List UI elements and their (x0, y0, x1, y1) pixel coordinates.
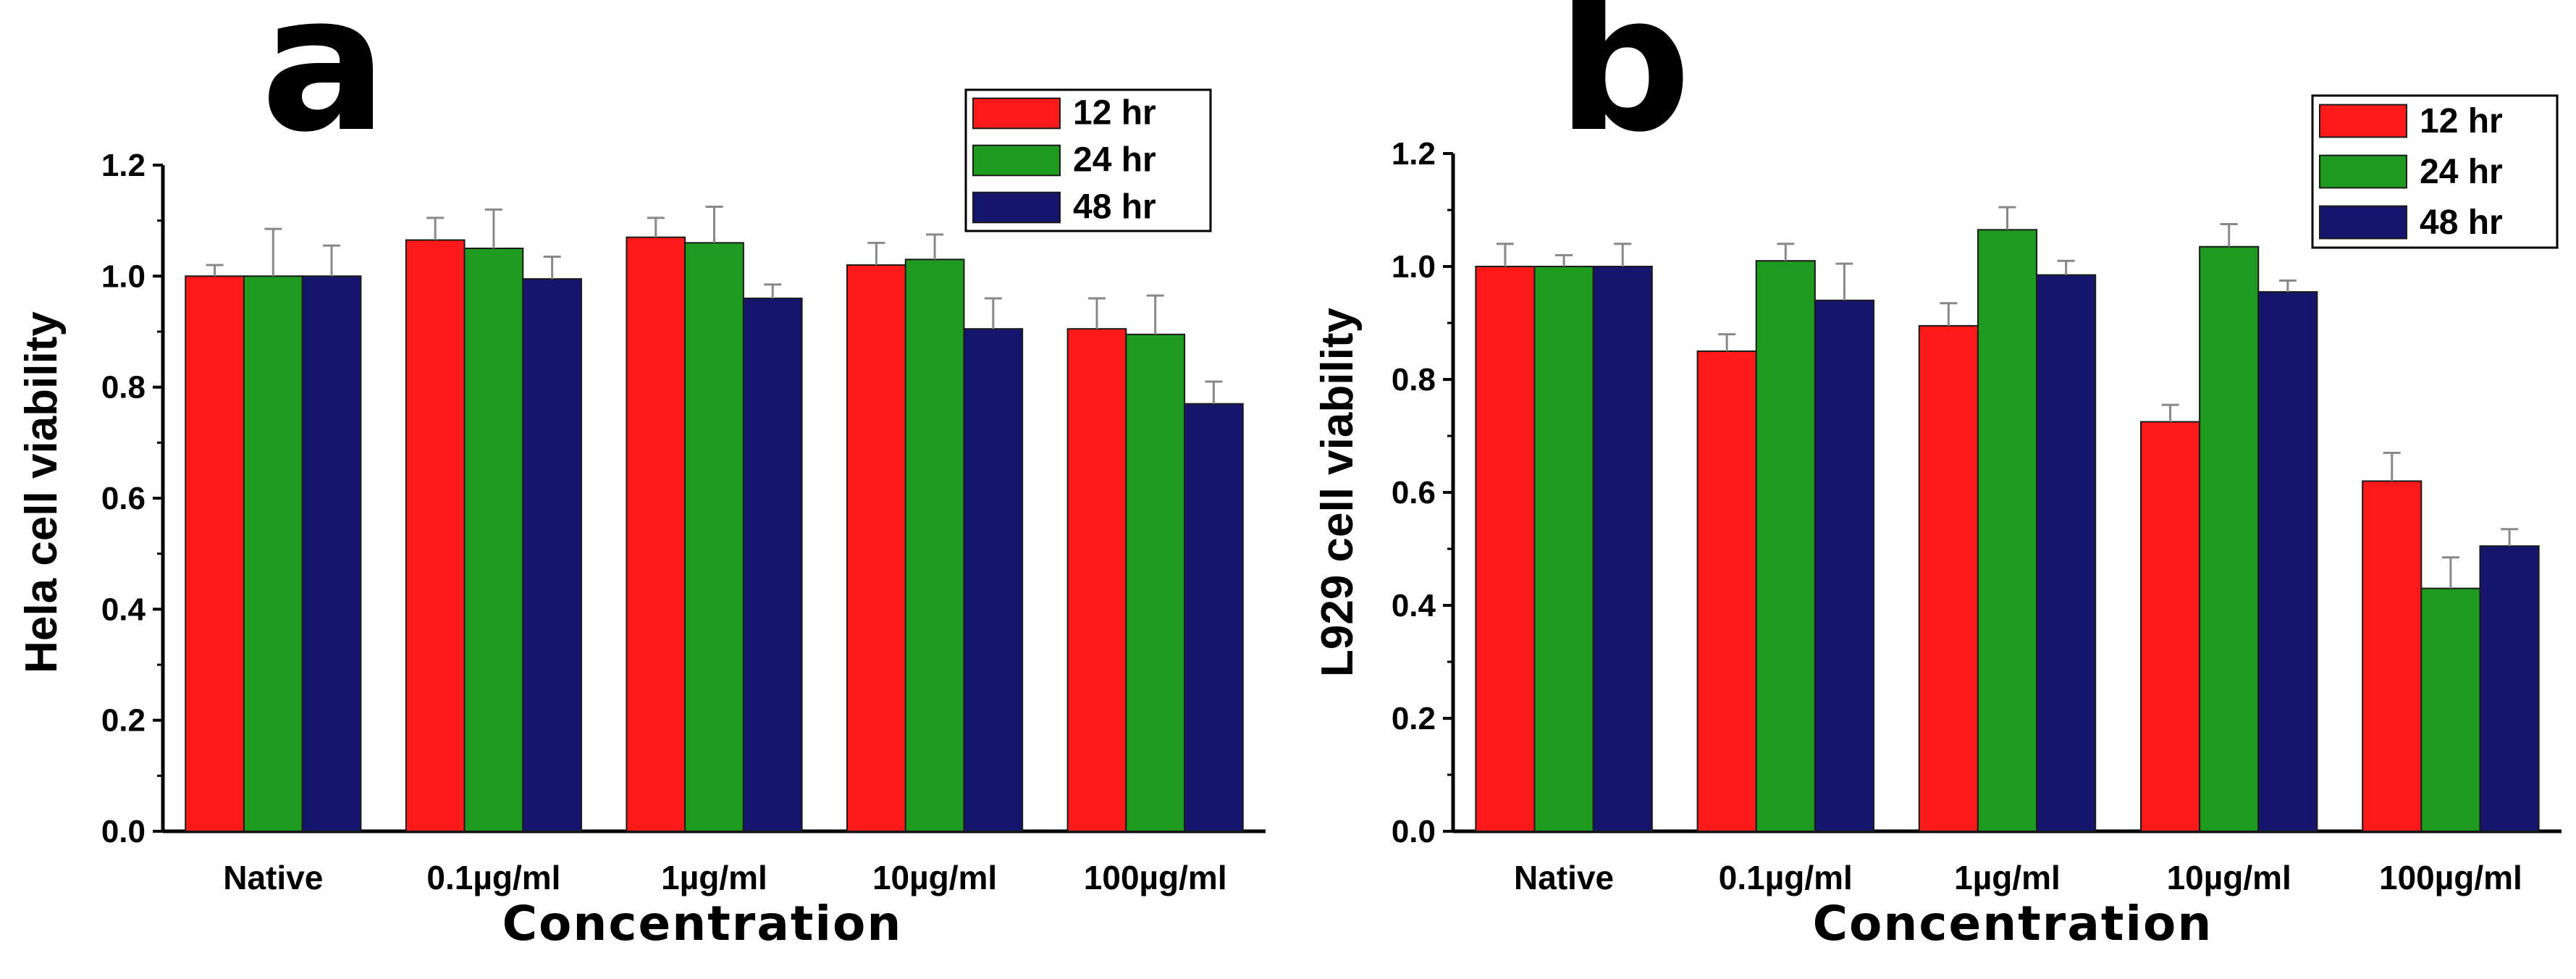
bar (846, 264, 906, 832)
legend-label: 24 hr (1073, 140, 1156, 179)
x-tick-label: 10µg/ml (872, 859, 997, 896)
y-tick-label: 1.0 (1392, 249, 1436, 285)
bar (1184, 403, 1244, 832)
bar (1592, 266, 1653, 832)
legend-b: 12 hr 24 hr 48 hr (2311, 94, 2559, 249)
x-tick-label: 100µg/ml (2379, 859, 2522, 896)
y-tick-label: 0.4 (101, 592, 146, 627)
bar (684, 242, 744, 833)
y-tick-label: 0.0 (101, 814, 146, 849)
y-axis-title-b: L929 cell viability (1313, 307, 1363, 677)
legend-label: 12 hr (2420, 102, 2503, 140)
x-tick-label: 100µg/ml (1084, 859, 1227, 896)
x-tick-label: Native (1514, 859, 1614, 896)
x-tick-label: 1µg/ml (1954, 859, 2061, 896)
x-axis-title-a: Concentration (502, 896, 903, 951)
bar (1977, 229, 2038, 832)
y-tick-label: 0.0 (1392, 814, 1436, 849)
panel-letter-a: a (261, 0, 387, 174)
bar (904, 259, 965, 833)
bar (1814, 299, 1875, 832)
legend-swatch (972, 144, 1061, 177)
y-tick-label: 0.6 (1392, 475, 1436, 510)
legend-swatch (2319, 104, 2407, 138)
panel-b: b L929 cell viability Concentration 0.00… (1313, 0, 2562, 951)
legend-swatch (2319, 205, 2407, 240)
legend-label: 12 hr (1073, 93, 1156, 132)
bar (1125, 333, 1186, 833)
bar (2479, 545, 2540, 832)
x-tick-label: Native (223, 859, 323, 896)
bar (2362, 480, 2423, 833)
x-tick-label: 0.1µg/ml (426, 859, 560, 896)
x-tick-label: 0.1µg/ml (1719, 859, 1853, 896)
bar (522, 278, 582, 832)
y-tick-label: 0.4 (1392, 588, 1436, 623)
bar (2139, 421, 2201, 832)
x-tick-label: 10µg/ml (2167, 859, 2291, 896)
y-tick-label: 0.8 (101, 370, 146, 406)
bar (1755, 260, 1816, 832)
legend-label: 48 hr (2420, 203, 2503, 242)
bar (463, 248, 524, 832)
legend-label: 48 hr (1073, 188, 1156, 226)
bar (2199, 245, 2260, 832)
bar (1066, 328, 1127, 832)
plot-area-a: 0.0 0.2 0.4 0.6 0.8 1.0 1.2 Native 0.1µg/ml 1µg/m… (101, 148, 1266, 896)
bar (301, 275, 362, 833)
bar (2036, 274, 2097, 832)
bar (2257, 291, 2318, 833)
y-tick-label: 0.6 (101, 481, 146, 516)
legend-swatch (2319, 154, 2407, 189)
y-tick-label: 0.2 (1392, 701, 1436, 736)
x-axis-title-b: Concentration (1813, 896, 2213, 951)
bar (1533, 266, 1594, 832)
panel-a: a Hela cell viability Concentration 0.00… (17, 0, 1266, 951)
bar (742, 298, 803, 832)
y-tick-label: 0.2 (101, 703, 146, 739)
bar (626, 236, 686, 832)
bar (1918, 324, 1979, 832)
y-tick-label: 1.2 (101, 148, 146, 183)
y-axis-title-a: Hela cell viability (17, 311, 67, 673)
bar (2420, 587, 2481, 832)
y-tick-label: 1.2 (1392, 136, 1436, 172)
bar (963, 328, 1024, 832)
y-tick-label: 0.8 (1392, 362, 1436, 398)
legend-swatch (972, 191, 1061, 224)
legend-label: 24 hr (2420, 153, 2503, 191)
plot-area-b: 0.0 0.2 0.4 0.6 0.8 1.0 1.2 Native 0.1µg/ml 1µg/m… (1392, 136, 2562, 896)
y-tick-label: 1.0 (101, 259, 146, 294)
bar (1696, 350, 1757, 832)
bar (243, 275, 303, 833)
legend-a: 12 hr 24 hr 48 hr (964, 88, 1212, 232)
bar (405, 239, 466, 832)
legend-swatch (972, 97, 1061, 130)
panel-letter-b: b (1557, 0, 1691, 174)
bar (1475, 266, 1536, 832)
bar (185, 275, 245, 833)
x-tick-label: 1µg/ml (661, 859, 767, 896)
